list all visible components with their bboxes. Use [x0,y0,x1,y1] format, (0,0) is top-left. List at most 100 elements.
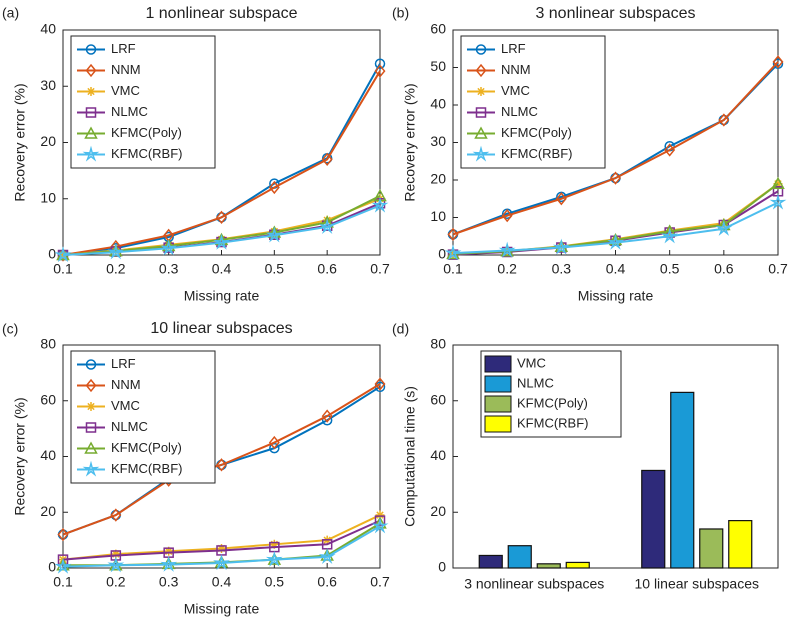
panel-label: (b) [392,5,409,21]
data-point [54,557,72,574]
data-point [57,554,69,565]
legend-label: VMC [517,355,546,370]
data-point [217,543,226,553]
data-point [374,64,386,78]
y-axis-label: Recovery error (%) [12,397,28,515]
legend-marker [85,359,97,370]
x-tick-label: 0.6 [317,574,337,590]
legend-marker [82,460,100,477]
x-tick-label: 0.3 [552,261,572,277]
data-point [268,180,280,195]
data-point [555,192,567,206]
legend-label: NNM [111,377,141,392]
data-point [268,435,280,450]
x-tick-label: 0.5 [660,261,680,277]
data-point [213,233,230,250]
series-line [62,519,381,561]
x-tick-label: 0.5 [265,261,285,277]
data-point [661,227,679,244]
y-tick-label: 10 [40,189,56,205]
legend-marker [82,145,100,162]
data-point [107,556,125,573]
data-point [718,113,730,127]
legend-label: NNM [111,62,141,77]
legend-label: KFMC(RBF) [501,146,573,161]
data-point [371,196,389,213]
data-point [552,238,570,255]
legend-label: NLMC [517,375,554,390]
legend-marker [84,441,98,454]
legend-marker [472,145,490,162]
x-tick-label: 0.2 [497,261,517,277]
axes-box [452,344,779,569]
x-tick-label: 0.4 [212,261,232,277]
legend-swatch [484,415,512,433]
y-tick-label: 40 [430,96,446,112]
series-line [452,201,779,255]
legend-marker [86,402,96,411]
data-point [715,219,733,236]
x-axis-label: Missing rate [578,288,654,304]
data-point [371,517,389,534]
legend-label: KFMC(Poly) [111,125,182,140]
legend-marker [85,107,97,118]
x-tick-label: 0.4 [212,574,232,590]
data-point [216,210,227,224]
legend-label: LRF [111,41,136,56]
y-tick-label: 80 [430,336,446,352]
legend-label: VMC [111,398,140,413]
x-tick-label: 0.7 [370,574,390,590]
x-tick-label: 10 linear subspaces [634,576,759,592]
y-tick-label: 30 [40,77,56,93]
legend-marker [474,126,488,139]
bar [670,391,695,569]
data-point [57,527,69,542]
legend-marker [85,63,97,78]
series-line [62,383,381,536]
data-point [269,539,279,549]
data-point [160,239,178,256]
data-point [164,546,174,556]
data-point [374,377,386,391]
y-tick-label: 20 [430,171,446,187]
x-tick-label: 0.7 [370,261,390,277]
data-point [498,241,516,258]
legend-marker [475,44,487,55]
legend-marker [85,378,97,393]
data-point [318,218,336,235]
legend-box [70,350,216,484]
x-tick-label: 3 nonlinear subspaces [464,576,604,592]
data-point [664,143,676,157]
y-tick-label: 50 [430,58,446,74]
bar [507,545,532,569]
y-tick-label: 0 [48,246,56,262]
data-point [607,233,624,250]
bar [478,554,503,569]
x-tick-label: 0.7 [768,261,788,277]
y-axis-label: Recovery error (%) [402,83,418,201]
y-tick-label: 40 [40,447,56,463]
bar [536,563,561,569]
legend-swatch [484,355,512,373]
chart-title: 10 linear subspaces [150,320,292,337]
legend-label: LRF [501,41,526,56]
x-tick-label: 0.1 [443,261,463,277]
legend-marker [85,44,97,55]
data-point [374,58,386,69]
x-axis-label: Missing rate [184,601,260,617]
data-point [318,548,336,565]
legend-box [70,35,216,169]
data-point [321,409,333,423]
legend-label: KFMC(Poly) [501,125,572,140]
chart-title: 3 nonlinear subspaces [535,5,695,22]
bar [641,469,666,569]
panel-label: (a) [2,5,19,21]
x-tick-label: 0.5 [265,574,285,590]
y-tick-label: 40 [40,21,56,37]
legend-swatch [484,395,512,413]
y-tick-label: 20 [40,133,56,149]
data-point [771,176,785,189]
panel-label: (d) [392,321,409,337]
data-point [265,550,283,567]
x-tick-label: 0.4 [606,261,626,277]
